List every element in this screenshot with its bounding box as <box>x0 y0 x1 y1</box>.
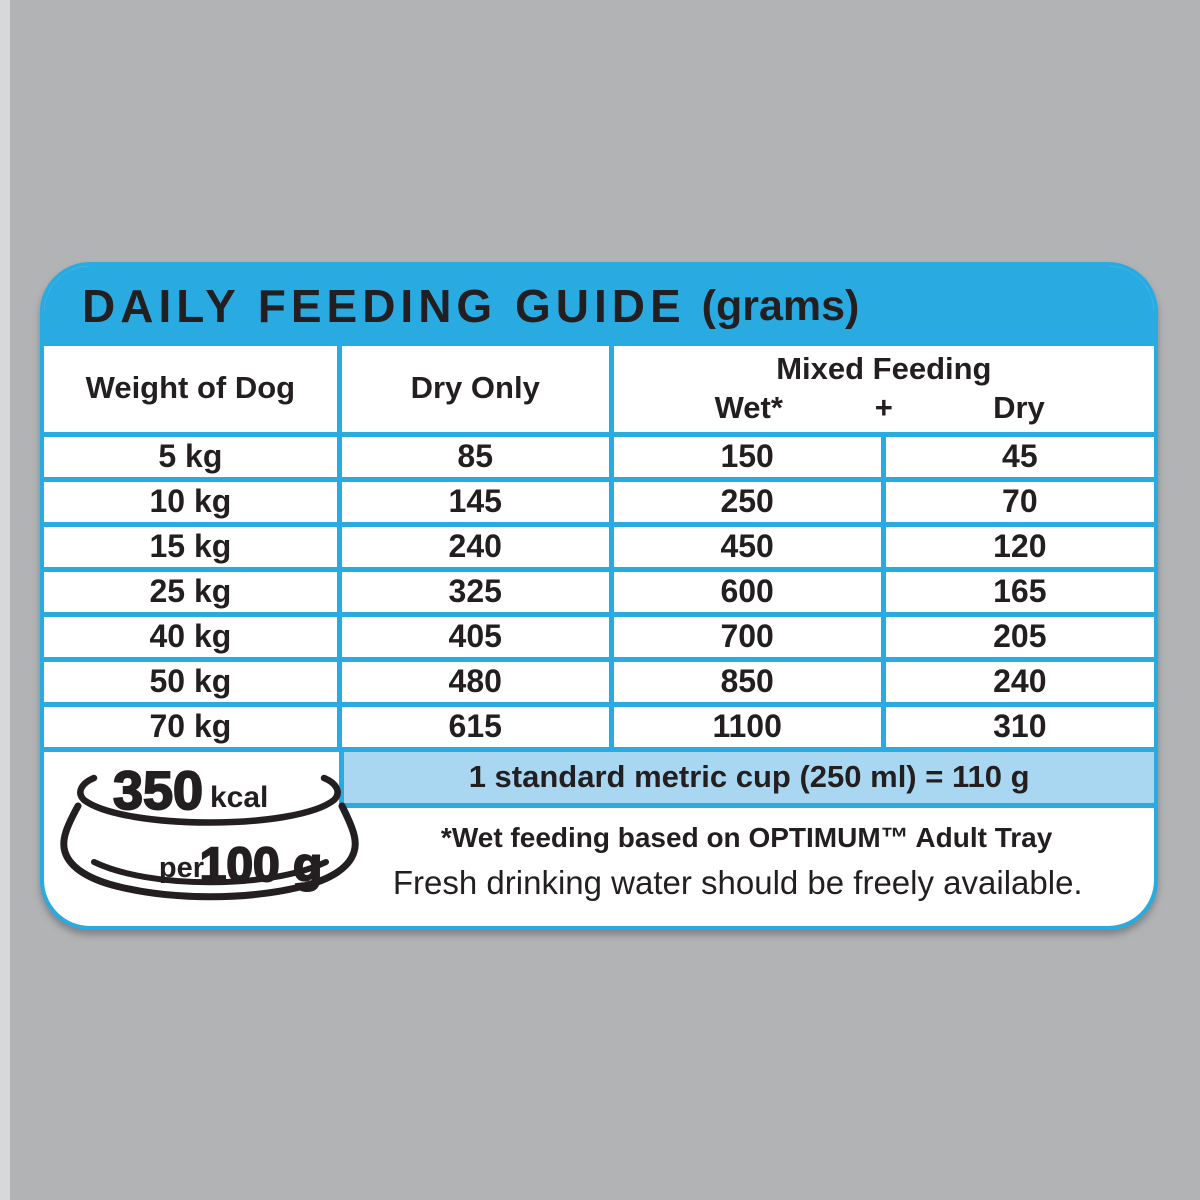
weight-cell: 70 kg <box>44 701 342 752</box>
dry-cell: 165 <box>880 566 1154 617</box>
wet-cell: 250 <box>608 476 886 527</box>
plus-sign: + <box>874 389 893 425</box>
mixed-feeding-label: Mixed Feeding <box>776 351 992 387</box>
dry-cell: 310 <box>880 701 1154 752</box>
page-title-units: (grams) <box>701 281 860 330</box>
dry-only-cell: 615 <box>336 701 614 752</box>
wet-cell: 1100 <box>608 701 886 752</box>
dog-bowl-icon: 350 kcal per 100 g <box>60 760 359 900</box>
dry-only-cell: 480 <box>336 656 614 707</box>
dry-cell: 205 <box>880 611 1154 662</box>
wet-cell: 600 <box>608 566 886 617</box>
weight-cell: 50 kg <box>44 656 342 707</box>
wet-feeding-footnote: *Wet feeding based on OPTIMUM™ Adult Tra… <box>440 821 1053 853</box>
col-header-dry-only: Dry Only <box>336 346 614 437</box>
dry-cell: 240 <box>880 656 1154 707</box>
kcal-unit: kcal <box>210 781 268 814</box>
kcal-value: 350 <box>113 761 203 821</box>
dry-only-cell: 405 <box>336 611 614 662</box>
weight-cell: 10 kg <box>44 476 342 527</box>
col-header-wet: Wet* <box>714 389 783 425</box>
dry-only-cell: 325 <box>336 566 614 617</box>
per-value: 100 g <box>200 839 323 892</box>
wet-cell: 700 <box>608 611 886 662</box>
wet-cell: 150 <box>608 431 886 482</box>
table-row: 50 kg 480 850 240 <box>44 656 1154 707</box>
weight-cell: 15 kg <box>44 521 342 572</box>
feeding-table: Weight of Dog Dry Only Mixed Feeding Wet… <box>44 346 1154 752</box>
card-header: DAILY FEEDING GUIDE (grams) <box>44 266 1154 346</box>
table-row: 25 kg 325 600 165 <box>44 566 1154 617</box>
table-row: 15 kg 240 450 120 <box>44 521 1154 572</box>
per-label: per <box>159 852 204 884</box>
mixed-feeding-sublabels: Wet* + Dry <box>614 389 1154 425</box>
cup-equivalence-note: 1 standard metric cup (250 ml) = 110 g <box>339 751 1154 808</box>
wet-cell: 850 <box>608 656 886 707</box>
dry-cell: 45 <box>880 431 1154 482</box>
dry-cell: 70 <box>880 476 1154 527</box>
col-header-dry: Dry <box>993 389 1045 425</box>
col-header-weight: Weight of Dog <box>44 346 342 437</box>
water-footnote: Fresh drinking water should be freely av… <box>392 863 1083 901</box>
table-row: 10 kg 145 250 70 <box>44 476 1154 527</box>
feeding-guide-card: DAILY FEEDING GUIDE (grams) Weight of Do… <box>40 262 1158 930</box>
dry-only-cell: 85 <box>336 431 614 482</box>
col-header-mixed-feeding: Mixed Feeding Wet* + Dry <box>608 346 1154 437</box>
table-row: 5 kg 85 150 45 <box>44 431 1154 482</box>
page-title: DAILY FEEDING GUIDE <box>82 280 686 332</box>
weight-cell: 5 kg <box>44 431 342 482</box>
wet-cell: 450 <box>608 521 886 572</box>
table-row: 40 kg 405 700 205 <box>44 611 1154 662</box>
table-row: 70 kg 615 1100 310 <box>44 701 1154 752</box>
dry-only-cell: 145 <box>336 476 614 527</box>
card-footer: 350 kcal per 100 g 1 standard metric cup… <box>44 751 1154 927</box>
dry-only-cell: 240 <box>336 521 614 572</box>
weight-cell: 40 kg <box>44 611 342 662</box>
dry-cell: 120 <box>880 521 1154 572</box>
weight-cell: 25 kg <box>44 566 342 617</box>
table-header-row: Weight of Dog Dry Only Mixed Feeding Wet… <box>44 346 1154 437</box>
